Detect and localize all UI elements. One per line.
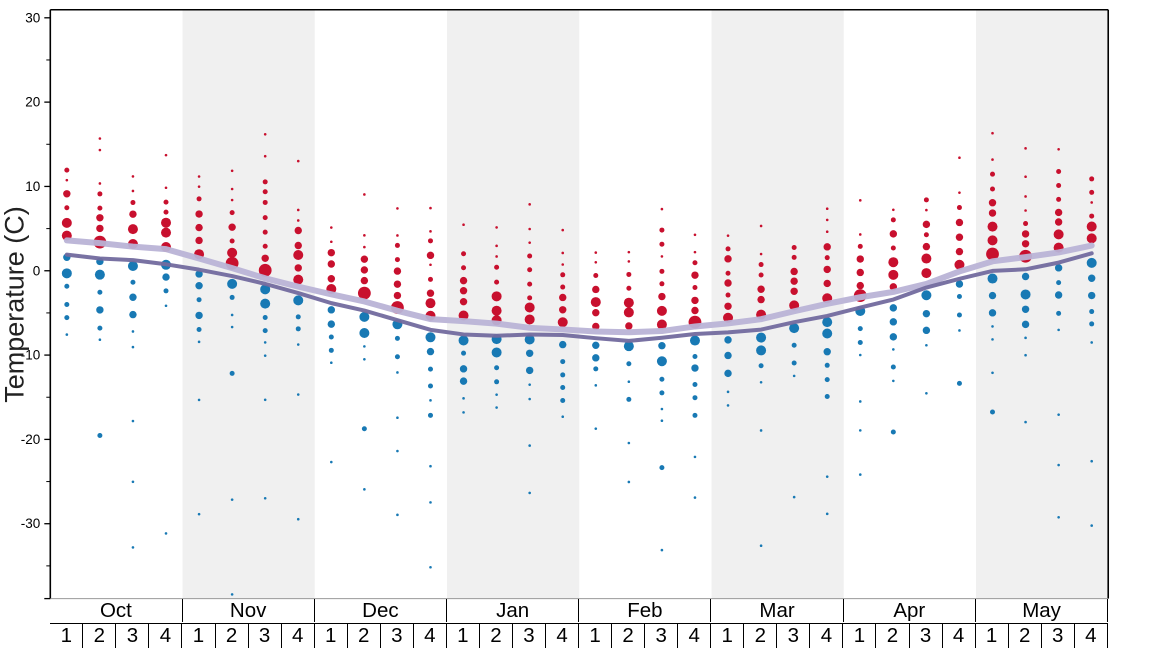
svg-text:0: 0 (33, 263, 41, 278)
svg-text:10: 10 (25, 179, 40, 194)
svg-text:-20: -20 (21, 432, 41, 447)
svg-text:30: 30 (25, 10, 40, 25)
svg-text:20: 20 (25, 95, 40, 110)
svg-text:-30: -30 (21, 516, 41, 531)
